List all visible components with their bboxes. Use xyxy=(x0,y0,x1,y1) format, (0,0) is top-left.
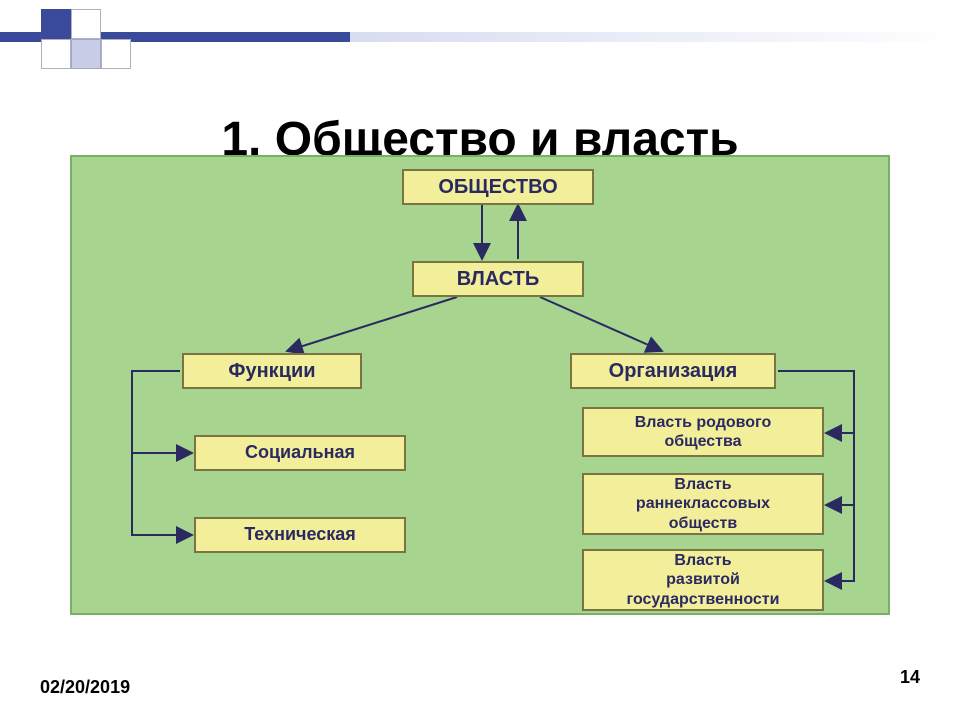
deco-square xyxy=(71,9,101,39)
node-power: ВЛАСТЬ xyxy=(412,261,584,297)
header-strip-light xyxy=(350,32,960,42)
node-org: Организация xyxy=(570,353,776,389)
footer-date: 02/20/2019 xyxy=(40,677,130,698)
slide: 1. Общество и власть ОБЩЕСТВОВЛАСТЬФункц… xyxy=(0,0,960,720)
deco-square xyxy=(71,39,101,69)
deco-square xyxy=(101,39,131,69)
node-social: Социальная xyxy=(194,435,406,471)
node-early: Властьраннеклассовыхобществ xyxy=(582,473,824,535)
node-rod: Власть родовогообщества xyxy=(582,407,824,457)
node-tech: Техническая xyxy=(194,517,406,553)
deco-square xyxy=(41,39,71,69)
footer-page-number: 14 xyxy=(900,667,920,688)
deco-square xyxy=(41,9,71,39)
node-dev: Властьразвитойгосударственности xyxy=(582,549,824,611)
node-society: ОБЩЕСТВО xyxy=(402,169,594,205)
diagram-area: ОБЩЕСТВО ВЛАСТЬ Функции Организация Социальн… xyxy=(70,155,890,615)
node-functions: Функции xyxy=(182,353,362,389)
